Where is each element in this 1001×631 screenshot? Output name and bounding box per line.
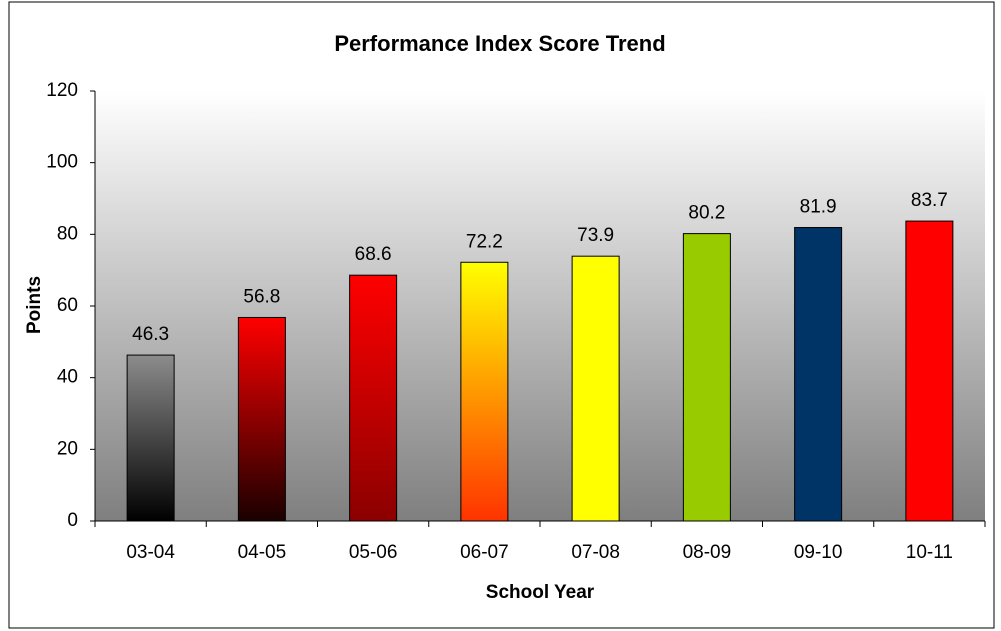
y-tick-label: 80 xyxy=(57,223,78,244)
x-tick-label: 07-08 xyxy=(571,542,620,563)
data-label: 83.7 xyxy=(911,190,948,211)
y-tick-label: 100 xyxy=(46,152,78,173)
y-tick-label: 0 xyxy=(67,510,78,531)
y-tick-label: 60 xyxy=(57,295,78,316)
x-tick-label: 08-09 xyxy=(683,542,732,563)
data-label: 46.3 xyxy=(132,324,169,345)
y-tick-label: 20 xyxy=(57,438,78,459)
y-axis-label: Points xyxy=(24,276,45,334)
data-label: 72.2 xyxy=(466,231,503,252)
bar xyxy=(237,316,286,522)
plot-area xyxy=(95,91,985,521)
chart-title: Performance Index Score Trend xyxy=(334,31,665,56)
bar xyxy=(682,233,731,522)
x-tick-label: 04-05 xyxy=(238,542,287,563)
x-tick-label: 09-10 xyxy=(794,542,843,563)
bar xyxy=(794,227,843,522)
data-label: 80.2 xyxy=(688,203,725,224)
y-tick-label: 120 xyxy=(46,80,78,101)
data-label: 73.9 xyxy=(577,225,614,246)
data-label: 56.8 xyxy=(243,286,280,307)
x-tick-label: 05-06 xyxy=(349,542,398,563)
bar xyxy=(349,274,398,522)
x-axis-label: School Year xyxy=(486,582,595,603)
data-label: 68.6 xyxy=(355,244,392,265)
data-label: 81.9 xyxy=(800,197,837,218)
x-tick-label: 06-07 xyxy=(460,542,509,563)
bar xyxy=(571,255,620,522)
y-tick-label: 40 xyxy=(57,367,78,388)
x-tick-label: 03-04 xyxy=(126,542,175,563)
bar xyxy=(126,354,175,522)
bar xyxy=(460,261,509,522)
bar xyxy=(905,220,954,522)
x-tick-label: 10-11 xyxy=(906,542,953,563)
